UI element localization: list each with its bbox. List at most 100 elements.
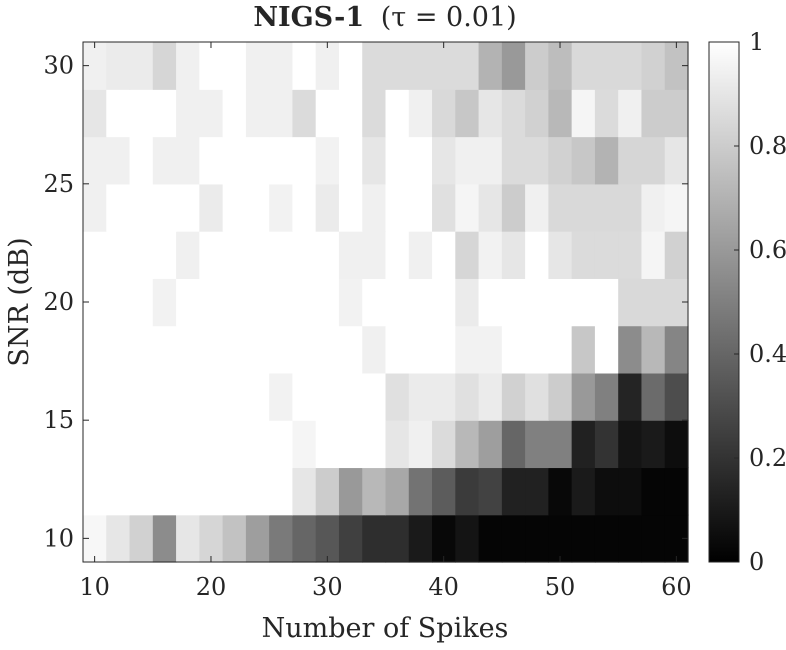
heatmap-cell — [292, 514, 317, 563]
heatmap-cell — [245, 231, 270, 279]
heatmap-cell — [432, 231, 456, 279]
heatmap-cell — [83, 467, 107, 516]
heatmap-cell — [408, 89, 433, 138]
heatmap-cell — [292, 372, 317, 421]
heatmap-cell — [641, 278, 666, 327]
heatmap-cell — [501, 325, 526, 374]
heatmap-cell — [269, 467, 294, 516]
y-axis-ticks: 10 15 20 25 30 — [43, 52, 688, 552]
heatmap-cell — [664, 278, 689, 327]
heatmap-cell — [455, 278, 480, 327]
heatmap-cell — [245, 183, 270, 232]
heatmap-cell — [292, 136, 317, 185]
heatmap-cell — [594, 514, 619, 563]
heatmap-cell — [83, 136, 107, 185]
heatmap-cell — [152, 514, 177, 563]
heatmap-cell — [385, 42, 410, 90]
heatmap-cell — [269, 278, 294, 327]
heatmap-cell — [455, 89, 480, 138]
heatmap-cell — [83, 278, 107, 327]
heatmap-cell — [176, 42, 200, 90]
heatmap-cell — [385, 420, 410, 469]
heatmap-cell — [594, 372, 619, 421]
chart-title-main: NIGS-1 — [253, 2, 364, 33]
heatmap-cell — [152, 231, 177, 279]
heatmap-cell — [432, 136, 456, 185]
heatmap-cell — [245, 372, 270, 421]
heatmap-cell — [664, 231, 689, 279]
y-tick-label: 15 — [43, 406, 74, 434]
heatmap-cell — [618, 420, 643, 469]
heatmap-cell — [525, 89, 549, 138]
x-tick-label: 10 — [79, 573, 110, 601]
heatmap-cell — [152, 372, 177, 421]
heatmap-cell — [129, 467, 154, 516]
heatmap-cell — [432, 42, 456, 90]
heatmap-cell — [338, 467, 363, 516]
heatmap-cell — [408, 183, 433, 232]
heatmap-cell — [222, 136, 247, 185]
heatmap-cell — [594, 420, 619, 469]
x-tick-label: 20 — [196, 573, 227, 601]
heatmap-cell — [432, 372, 456, 421]
heatmap-cell — [83, 89, 107, 138]
heatmap-cell — [129, 325, 154, 374]
heatmap-cell — [222, 89, 247, 138]
heatmap-cell — [664, 89, 689, 138]
heatmap-cell — [199, 514, 224, 563]
chart-title: NIGS-1 (τ = 0.01) — [253, 2, 516, 33]
heatmap-cell — [362, 467, 387, 516]
heatmap-cell — [338, 514, 363, 563]
heatmap-cell — [432, 420, 456, 469]
heatmap-cell — [362, 231, 387, 279]
heatmap-cell — [408, 420, 433, 469]
heatmap-cell — [455, 42, 480, 90]
heatmap-cell — [478, 231, 503, 279]
heatmap-cell — [362, 420, 387, 469]
heatmap-cell — [292, 183, 317, 232]
heatmap-cell — [338, 372, 363, 421]
heatmap-cell — [618, 514, 643, 563]
heatmap-cell — [199, 372, 224, 421]
heatmap-cell — [432, 325, 456, 374]
heatmap-cell — [176, 231, 200, 279]
heatmap-cell — [571, 42, 596, 90]
heatmap-cell — [338, 42, 363, 90]
heatmap-cell — [478, 42, 503, 90]
heatmap-cell — [525, 372, 549, 421]
heatmap-cell — [106, 325, 131, 374]
heatmap-cell — [245, 136, 270, 185]
heatmap-cell — [594, 136, 619, 185]
heatmap-cell — [408, 231, 433, 279]
heatmap-cell — [222, 325, 247, 374]
heatmap-cell — [571, 278, 596, 327]
colorbar-tick-label: 1 — [749, 28, 764, 56]
heatmap-cell — [548, 89, 573, 138]
heatmap-cell — [548, 514, 573, 563]
heatmap-cell — [432, 278, 456, 327]
heatmap-cell — [315, 136, 340, 185]
heatmap-cell — [338, 231, 363, 279]
heatmap-cell — [152, 183, 177, 232]
heatmap-cell — [571, 136, 596, 185]
heatmap-cell — [152, 278, 177, 327]
heatmap-cell — [385, 89, 410, 138]
heatmap-cell — [501, 231, 526, 279]
heatmap-cell — [455, 467, 480, 516]
heatmap-cell — [106, 183, 131, 232]
heatmap-cell — [292, 231, 317, 279]
heatmap-cell — [199, 183, 224, 232]
heatmap-cell — [408, 514, 433, 563]
heatmap-cell — [83, 325, 107, 374]
heatmap-cell — [664, 372, 689, 421]
heatmap-cell — [525, 183, 549, 232]
heatmap-cell — [501, 420, 526, 469]
heatmap-cell — [501, 183, 526, 232]
heatmap-cell — [548, 467, 573, 516]
heatmap-cell — [641, 183, 666, 232]
x-tick-label: 30 — [312, 573, 343, 601]
heatmap-cell — [548, 325, 573, 374]
heatmap-cell — [455, 514, 480, 563]
heatmap-cell — [106, 420, 131, 469]
heatmap-cell — [362, 89, 387, 138]
